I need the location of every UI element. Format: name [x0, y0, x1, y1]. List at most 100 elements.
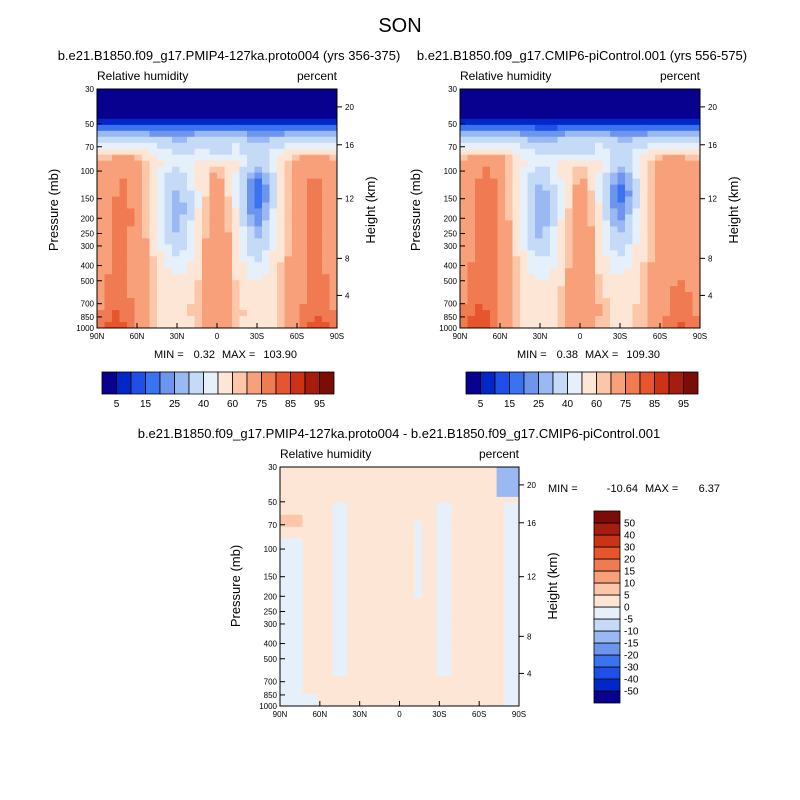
heatmap-cell: [511, 568, 520, 575]
heatmap-cell: [655, 190, 663, 197]
heatmap-cell: [399, 682, 408, 689]
heatmap-cell: [692, 208, 701, 215]
heatmap-cell: [511, 658, 520, 665]
heatmap-cell: [640, 106, 648, 114]
heatmap-cell: [655, 148, 663, 156]
heatmap-cell: [459, 634, 468, 641]
heatmap-cell: [302, 514, 311, 522]
heatmap-cell: [284, 136, 293, 144]
heatmap-cell: [504, 652, 512, 659]
heatmap-cell: [217, 226, 225, 233]
heatmap-cell: [459, 628, 468, 635]
heatmap-cell: [421, 688, 430, 695]
heatmap-cell: [127, 136, 135, 144]
heatmap-cell: [362, 610, 371, 617]
heatmap-cell: [369, 556, 378, 564]
y-right-tick-label: 4: [527, 669, 532, 678]
heatmap-cell: [542, 268, 551, 275]
colorbar-swatch: [593, 510, 621, 524]
heatmap-cell: [287, 514, 296, 522]
colorbar-label: 30: [624, 543, 636, 554]
heatmap-cell: [202, 256, 210, 263]
heatmap-cell: [302, 586, 311, 593]
heatmap-cell: [511, 502, 520, 510]
heatmap-cell: [511, 598, 520, 605]
colorbar-swatch: [130, 371, 146, 395]
heatmap-cell: [280, 562, 288, 569]
heatmap-cell: [474, 610, 483, 617]
heatmap-cell: [292, 124, 300, 132]
heatmap-cell: [565, 250, 573, 257]
heatmap-cell: [369, 586, 378, 593]
heatmap-cell: [277, 136, 285, 144]
heatmap-cell: [535, 196, 543, 203]
heatmap-cell: [655, 124, 663, 132]
heatmap-cell: [314, 94, 323, 102]
heatmap-cell: [127, 310, 135, 317]
heatmap-cell: [647, 322, 656, 329]
heatmap-cell: [294, 616, 303, 623]
heatmap-cell: [172, 214, 180, 221]
heatmap-cell: [662, 130, 671, 138]
heatmap-cell: [474, 526, 483, 534]
heatmap-cell: [239, 208, 248, 215]
heatmap-cell: [254, 292, 263, 299]
heatmap-cell: [384, 532, 393, 540]
heatmap-cell: [179, 89, 188, 96]
heatmap-cell: [262, 238, 270, 245]
heatmap-cell: [595, 106, 603, 114]
heatmap-cell: [309, 700, 318, 707]
heatmap-cell: [332, 670, 341, 677]
heatmap-cell: [97, 232, 105, 239]
heatmap-cell: [294, 538, 303, 546]
heatmap-cell: [496, 532, 505, 540]
heatmap-cell: [164, 232, 173, 239]
heatmap-cell: [164, 208, 173, 215]
heatmap-cell: [617, 94, 626, 102]
heatmap-cell: [179, 268, 188, 275]
heatmap-cell: [481, 700, 490, 707]
heatmap-cell: [224, 106, 233, 114]
heatmap-cell: [421, 610, 430, 617]
heatmap-cell: [550, 298, 558, 305]
heatmap-cell: [202, 190, 210, 197]
heatmap-cell: [475, 238, 483, 245]
heatmap-cell: [239, 292, 248, 299]
heatmap-cell: [655, 106, 663, 114]
heatmap-cell: [157, 274, 165, 281]
heatmap-cell: [429, 526, 438, 534]
heatmap-cell: [239, 238, 248, 245]
heatmap-cell: [299, 202, 308, 209]
heatmap-cell: [287, 484, 296, 492]
heatmap-cell: [550, 274, 558, 281]
heatmap-cell: [217, 250, 225, 257]
heatmap-cell: [134, 268, 143, 275]
heatmap-cell: [497, 89, 506, 96]
heatmap-cell: [670, 89, 678, 96]
heatmap-cell: [302, 496, 311, 504]
y-tick-label: 400: [444, 262, 458, 271]
heatmap-cell: [224, 178, 233, 186]
heatmap-cell: [632, 298, 641, 305]
heatmap-cell: [505, 154, 513, 162]
heatmap-cell: [269, 292, 278, 299]
heatmap-cell: [429, 676, 438, 683]
heatmap-cell: [112, 214, 120, 221]
heatmap-cell: [535, 178, 543, 186]
heatmap-cell: [142, 112, 150, 120]
heatmap-cell: [512, 142, 521, 150]
heatmap-cell: [497, 130, 506, 138]
heatmap-cell: [187, 106, 195, 114]
heatmap-cell: [527, 184, 536, 191]
heatmap-cell: [496, 550, 505, 558]
heatmap-cell: [670, 112, 678, 120]
heatmap-cell: [194, 118, 203, 126]
heatmap-cell: [647, 196, 656, 203]
heatmap-cell: [677, 160, 686, 168]
heatmap-cell: [329, 322, 338, 329]
heatmap-cell: [384, 598, 393, 605]
heatmap-cell: [677, 310, 686, 317]
heatmap-cell: [527, 268, 536, 275]
heatmap-cell: [217, 292, 225, 299]
heatmap-cell: [157, 89, 165, 96]
